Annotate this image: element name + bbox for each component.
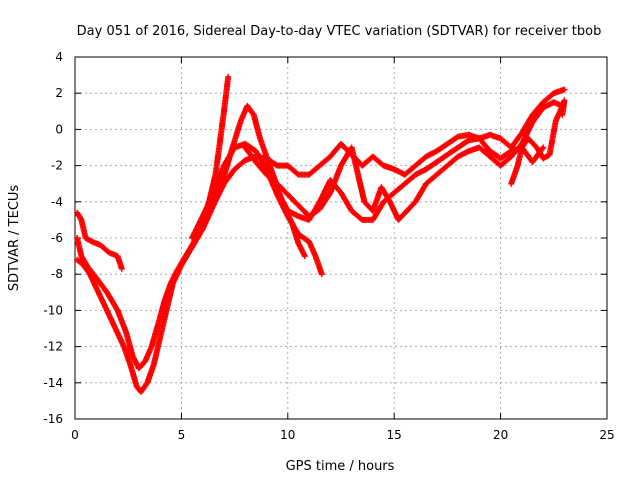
y-tick-label: -2 [51, 159, 63, 173]
y-tick-label: 0 [55, 122, 63, 136]
data-point [540, 144, 547, 151]
x-tick-label: 5 [178, 428, 186, 442]
y-tick-label: 2 [55, 86, 63, 100]
data-series [242, 99, 566, 223]
chart-title: Day 051 of 2016, Sidereal Day-to-day VTE… [77, 24, 602, 39]
data-point [318, 271, 325, 278]
data-series [508, 97, 568, 187]
x-tick-label: 0 [71, 428, 79, 442]
x-tick-label: 20 [493, 428, 508, 442]
data-point [559, 111, 566, 118]
data-point [225, 73, 232, 80]
x-tick-label: 25 [599, 428, 614, 442]
data-point [118, 265, 125, 272]
data-series [263, 86, 568, 223]
y-tick-label: -16 [43, 412, 63, 426]
y-tick-label: 4 [55, 50, 63, 64]
data-series [199, 131, 547, 232]
y-tick-label: -4 [51, 195, 63, 209]
y-tick-label: -12 [43, 340, 63, 354]
x-axis-label: GPS time / hours [286, 459, 395, 474]
data-point [301, 253, 308, 260]
data-series [74, 140, 325, 395]
y-tick-label: -6 [51, 231, 63, 245]
data-series [189, 102, 308, 260]
y-tick-label: -10 [43, 303, 63, 317]
data-point [561, 86, 568, 93]
x-tick-label: 10 [280, 428, 295, 442]
data-series [74, 209, 125, 272]
y-tick-label: -14 [43, 376, 63, 390]
series-markers [74, 73, 568, 395]
x-tick-label: 15 [387, 428, 402, 442]
y-tick-label: -8 [51, 267, 63, 281]
y-axis-label: SDTVAR / TECUs [7, 185, 22, 292]
